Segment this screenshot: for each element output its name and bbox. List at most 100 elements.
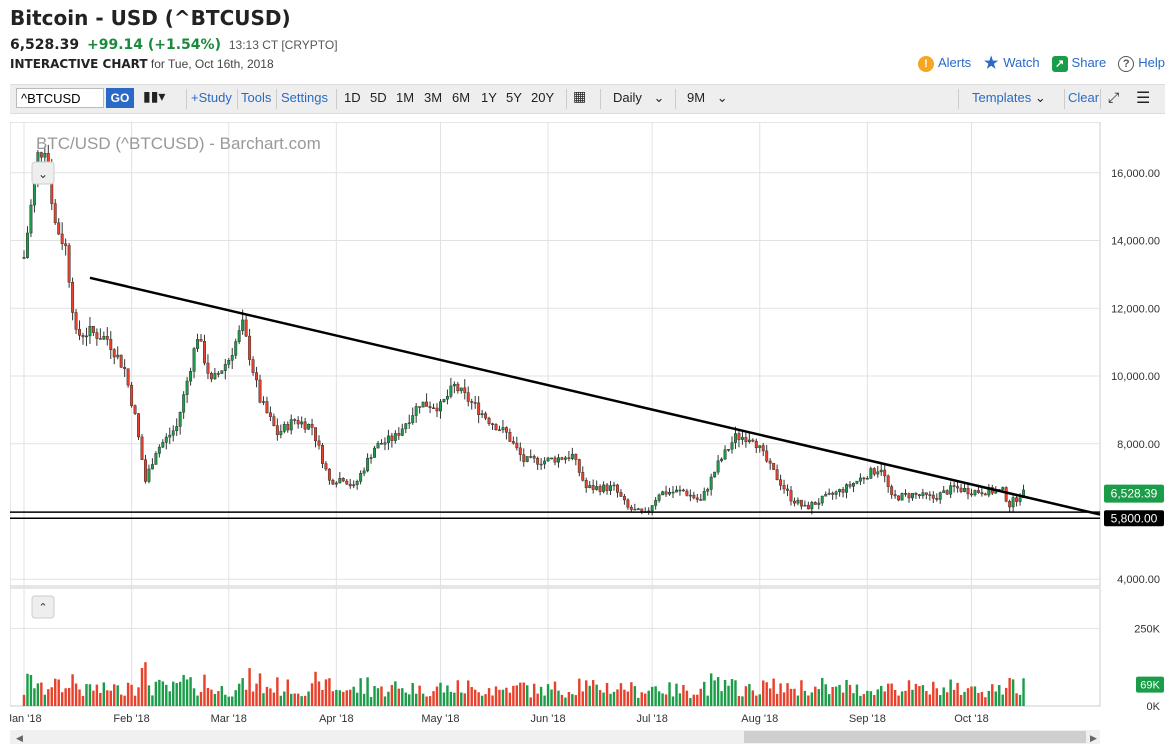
- candle: [734, 426, 737, 449]
- volume-bar: [748, 683, 751, 706]
- expand-icon[interactable]: ⤢: [1108, 89, 1120, 105]
- scroll-left-icon[interactable]: ◀: [16, 733, 23, 743]
- volume-bar: [224, 694, 227, 706]
- price-chart[interactable]: BTC/USD (^BTCUSD) - Barchart.com ⌄ ⌃ 16,…: [6, 121, 1165, 750]
- candle: [688, 489, 692, 502]
- candle: [380, 439, 383, 445]
- candle: [983, 492, 987, 496]
- volume-bar: [349, 689, 352, 706]
- chevron-down-icon: ⌄: [653, 90, 665, 105]
- volume-bar: [508, 692, 512, 706]
- watch-link[interactable]: ★ Watch: [983, 55, 1040, 72]
- chevron-up-icon: ⌃: [38, 602, 47, 614]
- menu-icon[interactable]: ☰: [1136, 90, 1151, 107]
- clear-button[interactable]: Clear: [1068, 90, 1100, 105]
- volume-bar: [692, 694, 696, 706]
- volume-bar: [50, 687, 53, 706]
- volume-bar: [175, 683, 178, 706]
- candle: [91, 326, 95, 337]
- collapse-volume-button[interactable]: ⌃: [31, 595, 55, 619]
- volume-bar: [473, 689, 477, 706]
- candle: [324, 461, 328, 472]
- help-link[interactable]: ? Help: [1118, 55, 1165, 72]
- volume-bar: [650, 686, 654, 706]
- volume-bar: [637, 697, 640, 706]
- calendar-icon[interactable]: ▦: [573, 88, 587, 104]
- time-scrollbar[interactable]: ◀ ▶: [10, 730, 1100, 744]
- volume-bar: [189, 677, 192, 706]
- symbol-input[interactable]: ^BTCUSD: [16, 88, 104, 108]
- range-1y[interactable]: 1Y: [481, 90, 497, 105]
- volume-bar: [203, 674, 206, 706]
- range-5y[interactable]: 5Y: [506, 90, 522, 105]
- candle: [834, 490, 838, 500]
- collapse-price-button[interactable]: ⌄: [31, 161, 55, 185]
- range-1d[interactable]: 1D: [344, 90, 361, 105]
- range-3m[interactable]: 3M: [424, 90, 443, 105]
- chart-area: BTC/USD (^BTCUSD) - Barchart.com ⌄ ⌃ 16,…: [6, 121, 1165, 755]
- volume-bar: [529, 697, 532, 706]
- volume-bar: [258, 673, 262, 706]
- scroll-right-icon[interactable]: ▶: [1090, 733, 1097, 743]
- candle: [234, 338, 238, 359]
- range-5d[interactable]: 5D: [370, 90, 387, 105]
- support-label: 5,800.00: [1111, 511, 1158, 525]
- candle: [459, 387, 463, 394]
- volume-bar: [408, 694, 411, 706]
- candle: [300, 416, 304, 429]
- candle: [872, 467, 876, 477]
- volume-bar: [494, 686, 498, 706]
- volume-bar: [873, 695, 876, 706]
- candle: [695, 493, 699, 503]
- candle: [629, 504, 633, 513]
- alerts-link[interactable]: ! Alerts: [917, 55, 971, 72]
- period-select[interactable]: 9M ⌄: [687, 90, 728, 106]
- month-tick-label: Mar '18: [211, 713, 247, 725]
- price-tick-label: 14,000.00: [1111, 236, 1160, 248]
- candle: [1004, 486, 1008, 503]
- candle: [150, 458, 154, 470]
- volume-bar: [234, 690, 237, 706]
- candle: [747, 432, 751, 444]
- month-tick-label: Jul '18: [636, 713, 667, 725]
- study-button[interactable]: +Study: [191, 90, 232, 105]
- candle: [779, 474, 783, 491]
- volume-bar: [841, 692, 845, 706]
- tools-button[interactable]: Tools: [241, 90, 272, 105]
- candle: [435, 403, 439, 418]
- scroll-thumb[interactable]: [744, 731, 1086, 743]
- volume-bar: [585, 680, 588, 706]
- volume-bar: [345, 690, 348, 706]
- volume-bar: [81, 695, 85, 706]
- range-6m[interactable]: 6M: [452, 90, 471, 105]
- candle: [754, 438, 758, 454]
- candle: [175, 418, 179, 436]
- go-button[interactable]: GO: [106, 88, 134, 108]
- candle: [553, 455, 557, 466]
- candle: [928, 491, 932, 501]
- volume-bar: [675, 683, 678, 706]
- volume-bar: [362, 693, 366, 706]
- volume-bar: [723, 679, 727, 706]
- volume-bar: [709, 673, 713, 706]
- candle: [362, 467, 366, 477]
- volume-bar: [935, 688, 938, 706]
- trend-line[interactable]: [89, 276, 1101, 516]
- candle: [456, 381, 460, 394]
- volume-bar: [581, 691, 584, 706]
- settings-button[interactable]: Settings: [281, 90, 328, 105]
- candle: [81, 332, 85, 345]
- range-20y[interactable]: 20Y: [531, 90, 555, 105]
- volume-bar: [852, 693, 855, 706]
- chart-type-icon[interactable]: ▮▮▾: [143, 88, 166, 104]
- volume-bar: [973, 686, 977, 706]
- interval-select[interactable]: Daily ⌄: [613, 90, 664, 106]
- share-link[interactable]: ↗ Share: [1051, 55, 1106, 72]
- candle: [445, 389, 449, 405]
- candle: [935, 493, 939, 502]
- candle: [334, 481, 338, 488]
- range-1m[interactable]: 1M: [396, 90, 415, 105]
- volume-bar: [231, 696, 234, 706]
- templates-button[interactable]: Templates ⌄: [972, 90, 1046, 106]
- volume-bar: [647, 690, 650, 706]
